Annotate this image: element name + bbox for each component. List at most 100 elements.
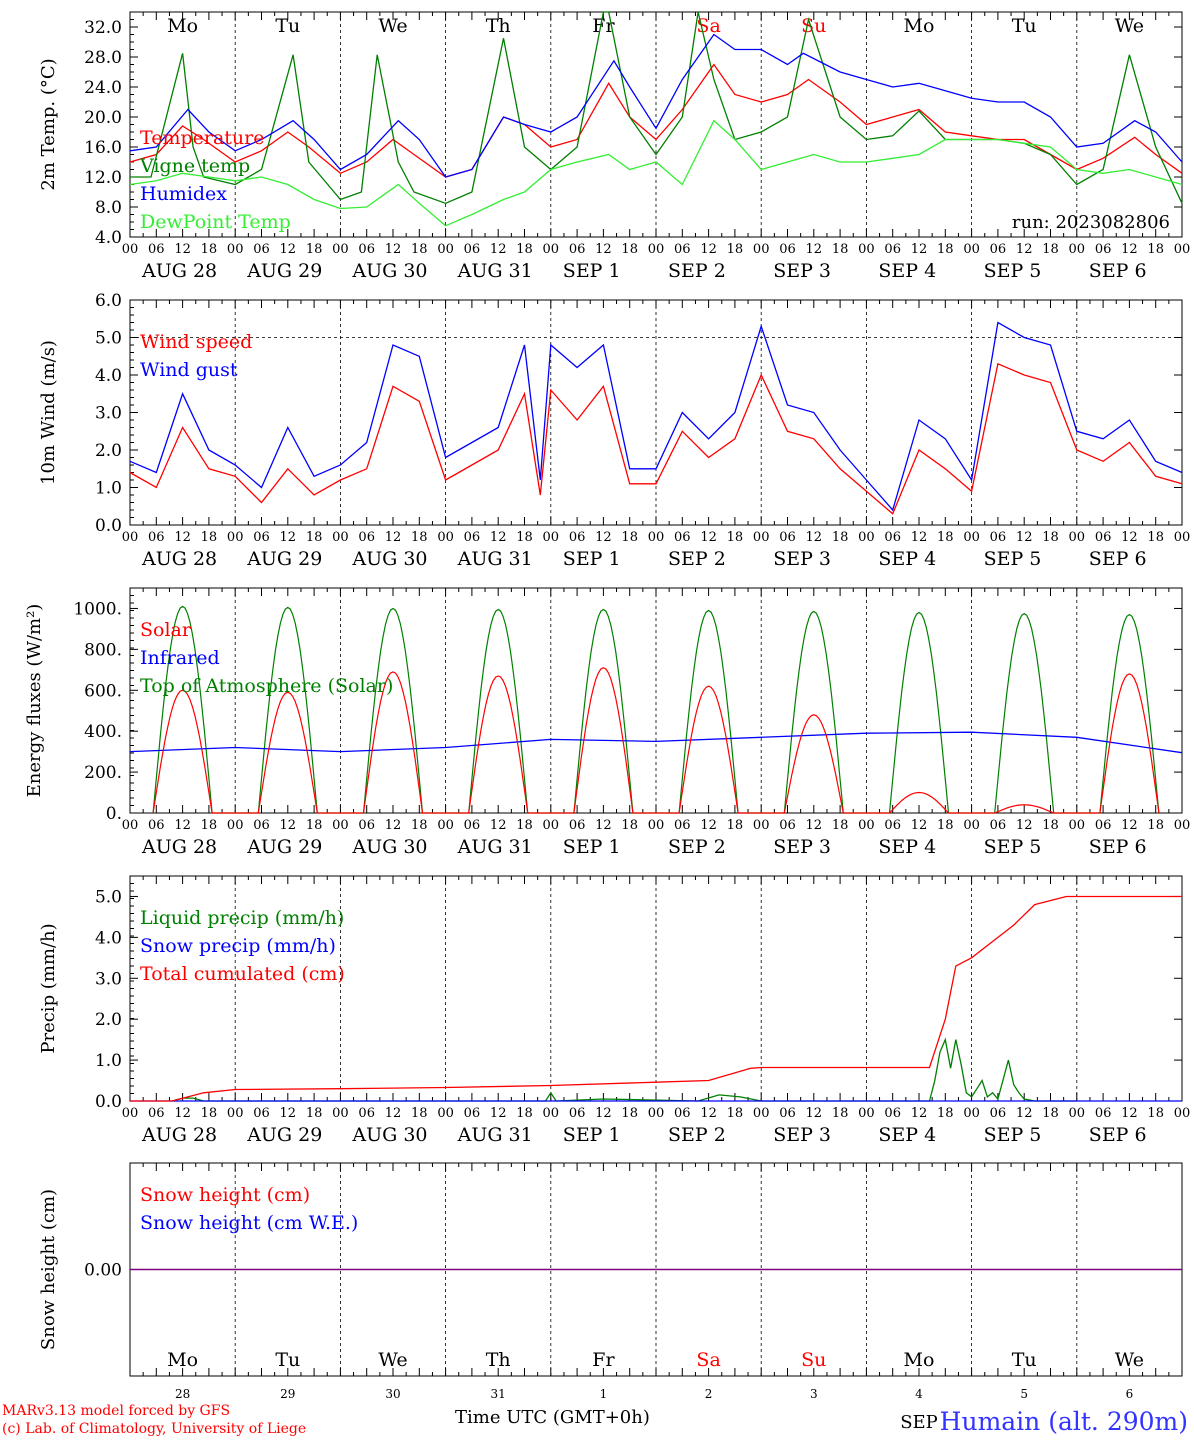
legend-entry-2: Top of Atmosphere (Solar) — [140, 675, 393, 697]
day-letter: We — [378, 15, 407, 37]
hour-tick-label: 18 — [621, 242, 638, 257]
credit-model: MARv3.13 model forced by GFS — [2, 1403, 231, 1419]
hour-tick-label: 12 — [174, 530, 191, 545]
day-letter: Mo — [167, 15, 198, 37]
time-axis-band: 00 06 12 18 00 06 12 18 00 06 12 18 00 06 12 18 00 06 12 18… — [122, 1106, 1191, 1146]
hour-tick-label: 12 — [1121, 242, 1138, 257]
date-label: AUG 31 — [457, 836, 533, 858]
hour-tick-label: 00 — [858, 242, 875, 257]
date-label: SEP 3 — [773, 548, 831, 570]
hour-tick-label: 12 — [911, 242, 928, 257]
panel-4: 0.0 1.0 2.0 3.0 4.0 5.0 Precip (mm/h) Liquid pr… — [38, 875, 1183, 1112]
legend-entry-2: Humidex — [140, 183, 227, 205]
y-tick-label: 8.0 — [95, 198, 122, 218]
series-0 — [171, 1037, 1077, 1102]
hour-tick-label: 12 — [911, 818, 928, 833]
hour-tick-label: 06 — [1095, 242, 1112, 257]
hour-tick-label: 00 — [332, 1106, 349, 1121]
hour-tick-label: 06 — [779, 818, 796, 833]
legend-entry-0: Wind speed — [140, 331, 252, 353]
hour-tick-label: 18 — [832, 242, 849, 257]
y-tick-label: 4.0 — [95, 228, 122, 248]
day-letter: Fr — [592, 15, 615, 37]
date-label: SEP 1 — [563, 260, 621, 282]
y-tick-label: 4.0 — [95, 928, 122, 948]
hour-tick-label: 00 — [753, 1106, 770, 1121]
date-label: SEP 2 — [668, 548, 726, 570]
hour-tick-label: 06 — [148, 530, 165, 545]
hour-tick-label: 00 — [227, 818, 244, 833]
hour-tick-label: 00 — [1069, 818, 1086, 833]
hour-tick-label: 00 — [122, 242, 139, 257]
hour-tick-label: 00 — [332, 242, 349, 257]
hour-tick-label: 12 — [911, 530, 928, 545]
day-number-label: 6 — [1126, 1387, 1134, 1401]
hour-tick-label: 12 — [700, 818, 717, 833]
hour-tick-label: 06 — [464, 242, 481, 257]
legend-entry-1: Infrared — [140, 647, 220, 669]
y-tick-label: 0.0 — [95, 1092, 122, 1112]
hour-tick-label: 06 — [464, 1106, 481, 1121]
day-letter: Th — [486, 1349, 511, 1371]
hour-tick-label: 18 — [832, 530, 849, 545]
hour-tick-label: 06 — [1095, 818, 1112, 833]
day-number-label: 3 — [810, 1387, 818, 1401]
hour-tick-label: 12 — [595, 818, 612, 833]
hour-tick-label: 00 — [858, 818, 875, 833]
hour-tick-label: 00 — [437, 242, 454, 257]
hour-tick-label: 00 — [1174, 530, 1191, 545]
hour-tick-label: 18 — [516, 818, 533, 833]
hour-tick-label: 00 — [437, 530, 454, 545]
time-axis-band: 00 06 12 18 00 06 12 18 00 06 12 18 00 06 12 18 00 06 12 18… — [122, 530, 1191, 570]
hour-tick-label: 18 — [516, 242, 533, 257]
day-letter: Tu — [275, 15, 300, 37]
hour-tick-label: 12 — [490, 242, 507, 257]
hour-tick-label: 06 — [569, 818, 586, 833]
legend-entry-2: Total cumulated (cm) — [140, 963, 345, 985]
hour-tick-label: 00 — [227, 1106, 244, 1121]
date-label: SEP 2 — [668, 836, 726, 858]
station-label: Humain (alt. 290m) — [939, 1407, 1188, 1436]
hour-tick-label: 12 — [595, 242, 612, 257]
y-axis-label: Energy fluxes (W/m²) — [24, 604, 45, 798]
day-number-label: 30 — [385, 1387, 400, 1401]
hour-tick-label: 00 — [437, 1106, 454, 1121]
hour-tick-label: 12 — [385, 242, 402, 257]
y-tick-label: 6.0 — [95, 291, 122, 311]
date-label: SEP 5 — [984, 836, 1042, 858]
panel-5: 0.00 Snow height (cm) Snow height (cm) Snow… — [38, 1162, 1183, 1433]
panel-3: 0. 200. 400. 600. 800. 1000. Energy fluxes (W/… — [24, 587, 1183, 824]
legend-entry-0: Liquid precip (mm/h) — [140, 907, 344, 929]
hour-tick-label: 12 — [595, 1106, 612, 1121]
hour-tick-label: 18 — [1042, 1106, 1059, 1121]
hour-tick-label: 18 — [1042, 242, 1059, 257]
hour-tick-label: 00 — [648, 818, 665, 833]
hour-tick-label: 12 — [490, 1106, 507, 1121]
hour-tick-label: 06 — [253, 1106, 270, 1121]
day-letter: Su — [801, 1349, 826, 1371]
hour-tick-label: 06 — [674, 818, 691, 833]
hour-tick-label: 06 — [148, 242, 165, 257]
hour-tick-label: 12 — [806, 818, 823, 833]
hour-tick-label: 06 — [253, 242, 270, 257]
hour-tick-label: 18 — [411, 242, 428, 257]
hour-tick-label: 06 — [464, 818, 481, 833]
y-axis-label: Precip (mm/h) — [38, 923, 59, 1053]
date-label: SEP 4 — [878, 836, 936, 858]
hour-tick-label: 18 — [937, 242, 954, 257]
date-label: SEP 5 — [984, 260, 1042, 282]
hour-tick-label: 18 — [832, 1106, 849, 1121]
legend-entry-1: Snow precip (mm/h) — [140, 935, 336, 957]
hour-tick-label: 12 — [1121, 818, 1138, 833]
date-label: SEP 1 — [563, 548, 621, 570]
hour-tick-label: 06 — [253, 530, 270, 545]
panel-1: 4.0 8.0 12.0 16.0 20.0 24.0 28.0 32.0 2m Temp. (… — [38, 11, 1183, 248]
series-1 — [129, 731, 1183, 754]
hour-tick-label: 12 — [385, 1106, 402, 1121]
hour-tick-label: 12 — [1121, 530, 1138, 545]
day-letter: Tu — [275, 1349, 300, 1371]
day-number-label: 31 — [491, 1387, 506, 1401]
hour-tick-label: 00 — [963, 1106, 980, 1121]
hour-tick-label: 18 — [937, 1106, 954, 1121]
hour-tick-label: 00 — [543, 530, 560, 545]
